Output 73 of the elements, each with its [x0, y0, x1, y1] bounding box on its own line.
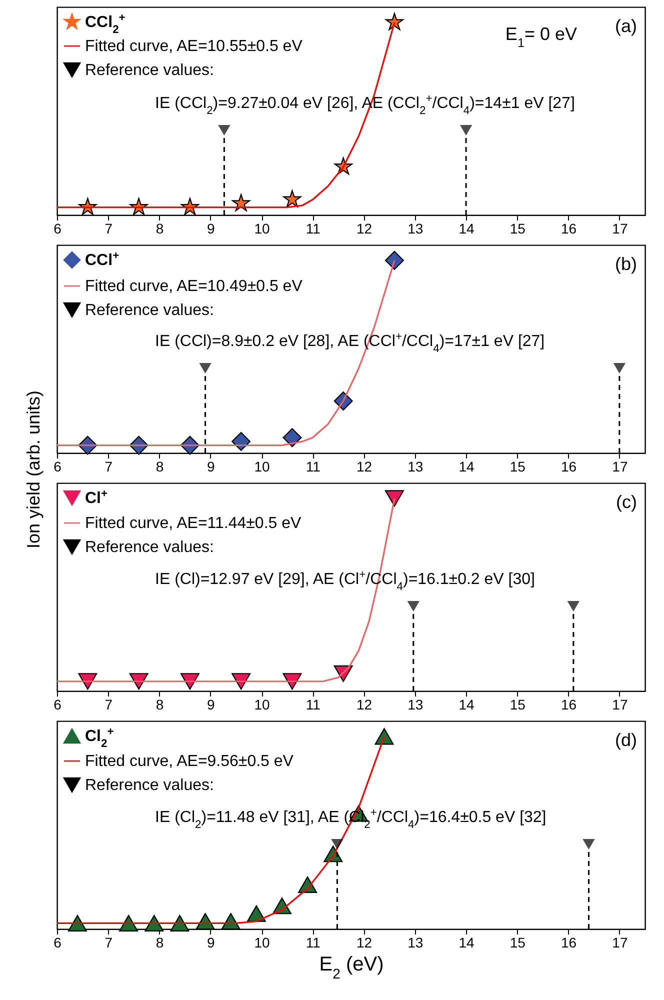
x-tick-label: 11 [306, 458, 321, 474]
legend-label: Fitted curve, AE=11.44±0.5 eV [85, 515, 302, 532]
x-tick-label: 9 [206, 220, 215, 236]
x-tick-label: 15 [510, 220, 526, 236]
x-tick-label: 8 [156, 458, 164, 474]
point [384, 250, 404, 270]
x-tick-label: 14 [458, 696, 475, 712]
x-tick-label: 9 [206, 696, 215, 712]
x-axis-title: E$_{2}$ (eV) [319, 954, 384, 982]
x-tick-label: 8 [156, 696, 164, 712]
legend-label: Reference values: [85, 302, 214, 319]
x-tick-label: 6 [54, 458, 62, 474]
legend-label: Reference values: [85, 777, 214, 794]
x-tick-label: 15 [510, 696, 526, 712]
point [68, 914, 87, 932]
x-tick-label: 13 [408, 696, 424, 712]
point [283, 190, 302, 208]
point [119, 914, 138, 932]
x-tick-label: 14 [458, 458, 475, 474]
x-tick-label: 14 [458, 220, 475, 236]
x-tick-label: 15 [510, 934, 526, 950]
point [170, 914, 190, 932]
legend-label: Fitted curve, AE=9.56±0.5 eV [85, 753, 294, 770]
annotation: (a) [615, 16, 637, 36]
x-tick-label: 14 [458, 934, 475, 950]
legend-label: Reference values: [85, 539, 214, 556]
legend-label: Fitted curve, AE=10.55±0.5 eV [85, 38, 303, 55]
point [232, 432, 251, 451]
x-tick-label: 6 [54, 220, 62, 236]
legend-label: CCl$^{+}$ [85, 250, 120, 269]
x-tick-label: 10 [254, 220, 270, 236]
x-tick-label: 11 [306, 696, 321, 712]
point [282, 428, 302, 448]
x-tick-label: 17 [612, 458, 628, 474]
x-tick-label: 13 [408, 220, 424, 236]
x-tick-label: 17 [612, 696, 628, 712]
x-tick-label: 13 [408, 458, 424, 474]
annotation: E$_{1}$= 0 eV [505, 24, 577, 50]
x-tick-label: 10 [254, 696, 270, 712]
x-tick-label: 7 [104, 696, 113, 712]
x-tick-label: 16 [561, 458, 577, 474]
x-tick-label: 13 [408, 934, 424, 950]
x-tick-label: 9 [206, 458, 215, 474]
annotation: (b) [615, 254, 637, 274]
x-tick-label: 12 [356, 220, 372, 236]
x-tick-label: 17 [612, 934, 628, 950]
x-tick-label: 9 [206, 934, 215, 950]
x-tick-label: 10 [254, 934, 270, 950]
x-tick-label: 17 [612, 220, 628, 236]
x-tick-label: 15 [510, 458, 526, 474]
x-tick-label: 12 [356, 458, 372, 474]
x-tick-label: 7 [104, 458, 113, 474]
x-tick-label: 8 [156, 220, 164, 236]
legend-label: Fitted curve, AE=10.49±0.5 eV [85, 278, 303, 295]
x-tick-label: 7 [104, 220, 113, 236]
x-tick-label: 16 [561, 220, 577, 236]
legend-label: Cl$^{+}$ [85, 488, 108, 507]
x-tick-label: 7 [104, 934, 113, 950]
y-axis-title: Ion yield (arb. units) [24, 390, 44, 549]
x-tick-label: 8 [156, 934, 164, 950]
x-tick-label: 16 [561, 696, 577, 712]
legend-label: Reference values: [85, 62, 214, 79]
x-tick-label: 11 [306, 934, 321, 950]
x-tick-label: 11 [306, 220, 321, 236]
x-tick-label: 12 [356, 696, 372, 712]
x-tick-label: 6 [54, 696, 62, 712]
x-tick-label: 10 [254, 458, 270, 474]
annotation: (c) [616, 492, 637, 512]
point [144, 914, 164, 932]
x-tick-label: 12 [356, 934, 372, 950]
x-tick-label: 16 [561, 934, 577, 950]
annotation: (d) [615, 730, 637, 750]
x-tick-label: 6 [54, 934, 62, 950]
